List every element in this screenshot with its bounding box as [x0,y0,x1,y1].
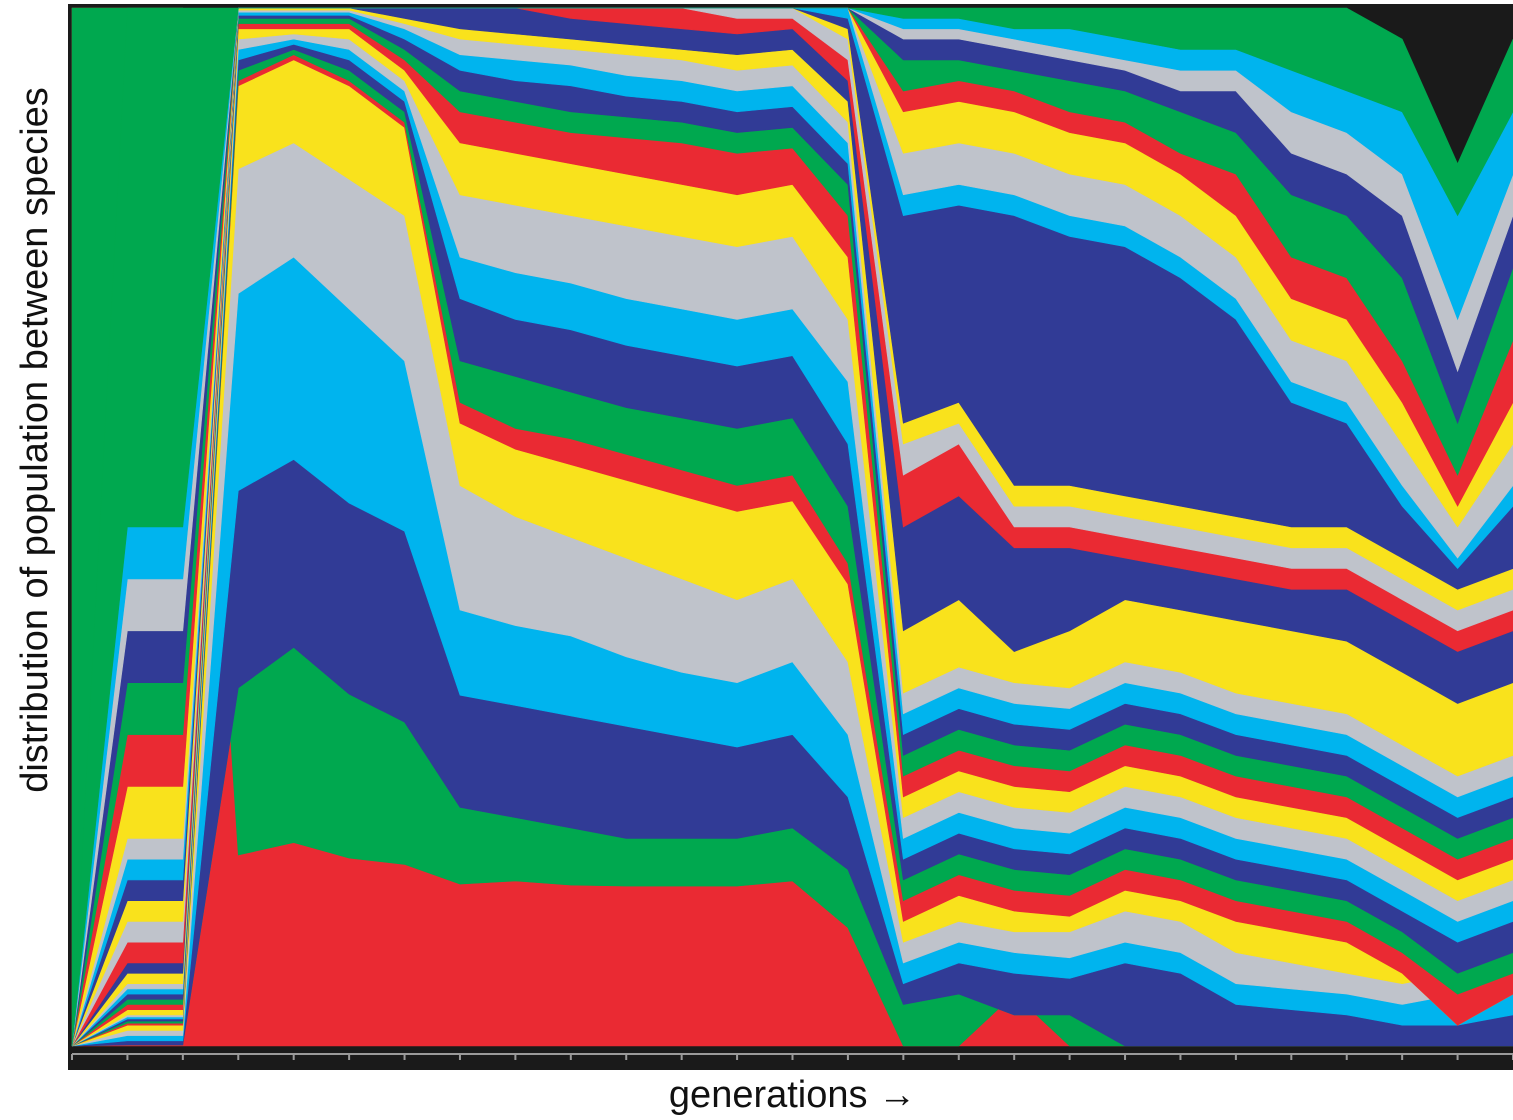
species-band-31 [71,7,1513,1047]
x-axis-label: generations → [668,1073,917,1116]
x-axis [71,1053,1513,1060]
y-axis-label: distribution of population between speci… [13,87,56,793]
stacked-areas [71,7,1513,1047]
